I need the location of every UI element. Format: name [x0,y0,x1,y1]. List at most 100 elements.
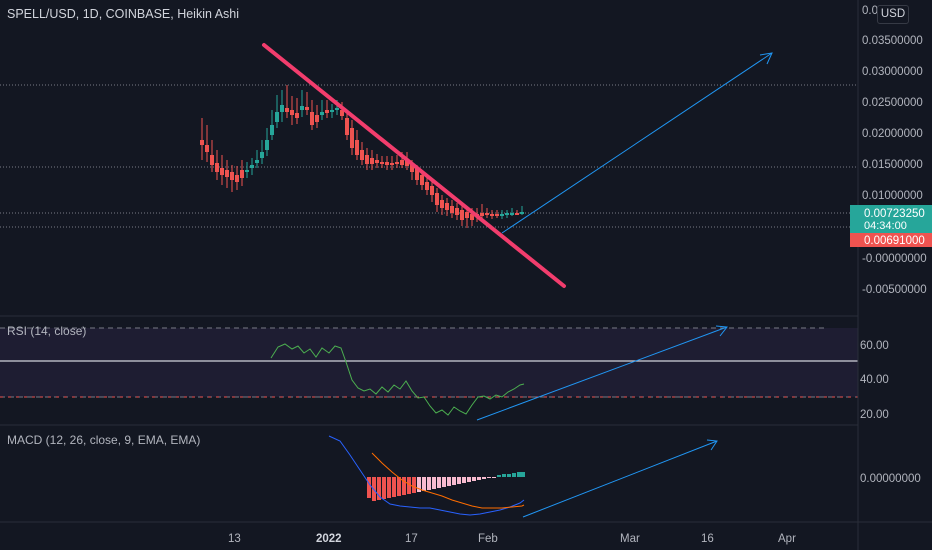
price-axis[interactable]: 0.04 0.035000000.030000000.025000000.020… [850,5,932,296]
candle-body [360,150,364,160]
candle-body [325,110,329,113]
price-pane[interactable] [0,43,858,288]
histogram-bar [412,477,416,493]
histogram-bar [407,477,411,494]
candle-body [320,112,324,115]
histogram-bar [512,473,516,477]
candle-body [490,214,494,216]
candle-body [305,107,309,110]
candle-body [345,118,349,135]
candle-body [405,160,409,166]
prev-close-badge [850,233,932,247]
price-tick: -0.00500000 [862,284,927,296]
downtrend-line[interactable] [262,43,566,288]
candle-body [335,108,339,110]
candle-body [380,162,384,164]
candle-body [420,175,424,185]
histogram-bar [442,477,446,487]
candle-body [465,212,469,218]
candle-body [235,175,239,182]
candle-body [255,160,259,163]
candle-body [230,172,234,180]
rsi-tick: 20.00 [860,409,889,421]
arrow-head-icon [715,325,728,337]
last-price-badge [850,205,932,233]
candle-body [260,152,264,158]
candle-body [210,155,214,165]
time-label: Feb [478,533,498,545]
rsi-band [0,328,858,397]
histogram-bar [387,477,391,498]
candle-body [510,213,514,215]
histogram-bar [397,477,401,496]
candle-body [425,182,429,190]
histogram-bar [427,477,431,490]
histogram-bar [382,477,386,499]
histogram-bar [482,477,486,479]
histogram-bar [507,474,511,477]
price-tick: 0.03500000 [862,35,923,47]
macd-title[interactable]: MACD (12, 26, close, 9, EMA, EMA) [7,433,201,447]
histogram-bar [437,477,441,488]
candle-body [505,213,509,215]
histogram-bar [447,477,451,486]
rsi-title[interactable]: RSI (14, close) [7,324,87,338]
histogram-bar [377,477,381,500]
projection-arrow-price[interactable] [501,52,773,234]
currency-button[interactable]: USD [877,5,909,24]
time-label: 13 [228,533,241,545]
last-price-value: 0.00723250 [864,208,925,220]
macd-pane[interactable] [328,435,718,518]
time-axis[interactable]: 13 2022 17 Feb Mar 16 Apr [228,533,796,545]
candle-body [400,160,404,165]
candle-body [365,155,369,164]
candle-body [410,164,414,172]
candle-body [520,212,524,214]
histogram-bar [372,477,376,501]
candle-body [390,163,394,165]
candle-body [375,160,379,163]
projection-arrow-rsi[interactable] [476,326,728,421]
candle-body [480,213,484,216]
histogram-bar [477,477,481,480]
candle-body [470,214,474,220]
rsi-pane[interactable] [0,325,858,421]
symbol-title[interactable]: SPELL/USD, 1D, COINBASE, Heikin Ashi [7,7,240,21]
rsi-axis[interactable]: 60.00 40.00 20.00 [860,340,889,421]
histogram-bar [521,472,525,477]
price-tick: 0.01500000 [862,159,923,171]
histogram-bar [367,477,371,498]
rsi-tick: 40.00 [860,374,889,386]
arrow-head-icon [706,439,718,451]
candle-body [455,208,459,215]
candle-body [295,113,299,118]
time-label-year: 2022 [316,533,342,545]
candle-body [450,206,454,213]
candle-body [350,128,354,148]
histogram-bar [497,475,501,477]
time-label: 17 [405,533,418,545]
candle-body [280,105,284,112]
candle-body [310,112,314,125]
candle-body [415,168,419,180]
candle-body [205,145,209,152]
candles-group [200,85,524,228]
histogram-bar [422,477,426,491]
histogram-bar [452,477,456,485]
arrow-head-icon [759,52,773,65]
candle-body [495,214,499,216]
histogram-bar [467,477,471,482]
histogram-bar [487,477,491,478]
candle-body [300,106,304,110]
candle-body [515,213,519,215]
candle-body [340,110,344,116]
candle-body [330,110,334,112]
macd-axis[interactable]: 0.00000000 [860,473,921,485]
candle-body [250,165,254,168]
candle-body [485,213,489,215]
projection-arrow-macd[interactable] [522,440,718,518]
candle-body [460,210,464,220]
histogram-bar [402,477,406,495]
